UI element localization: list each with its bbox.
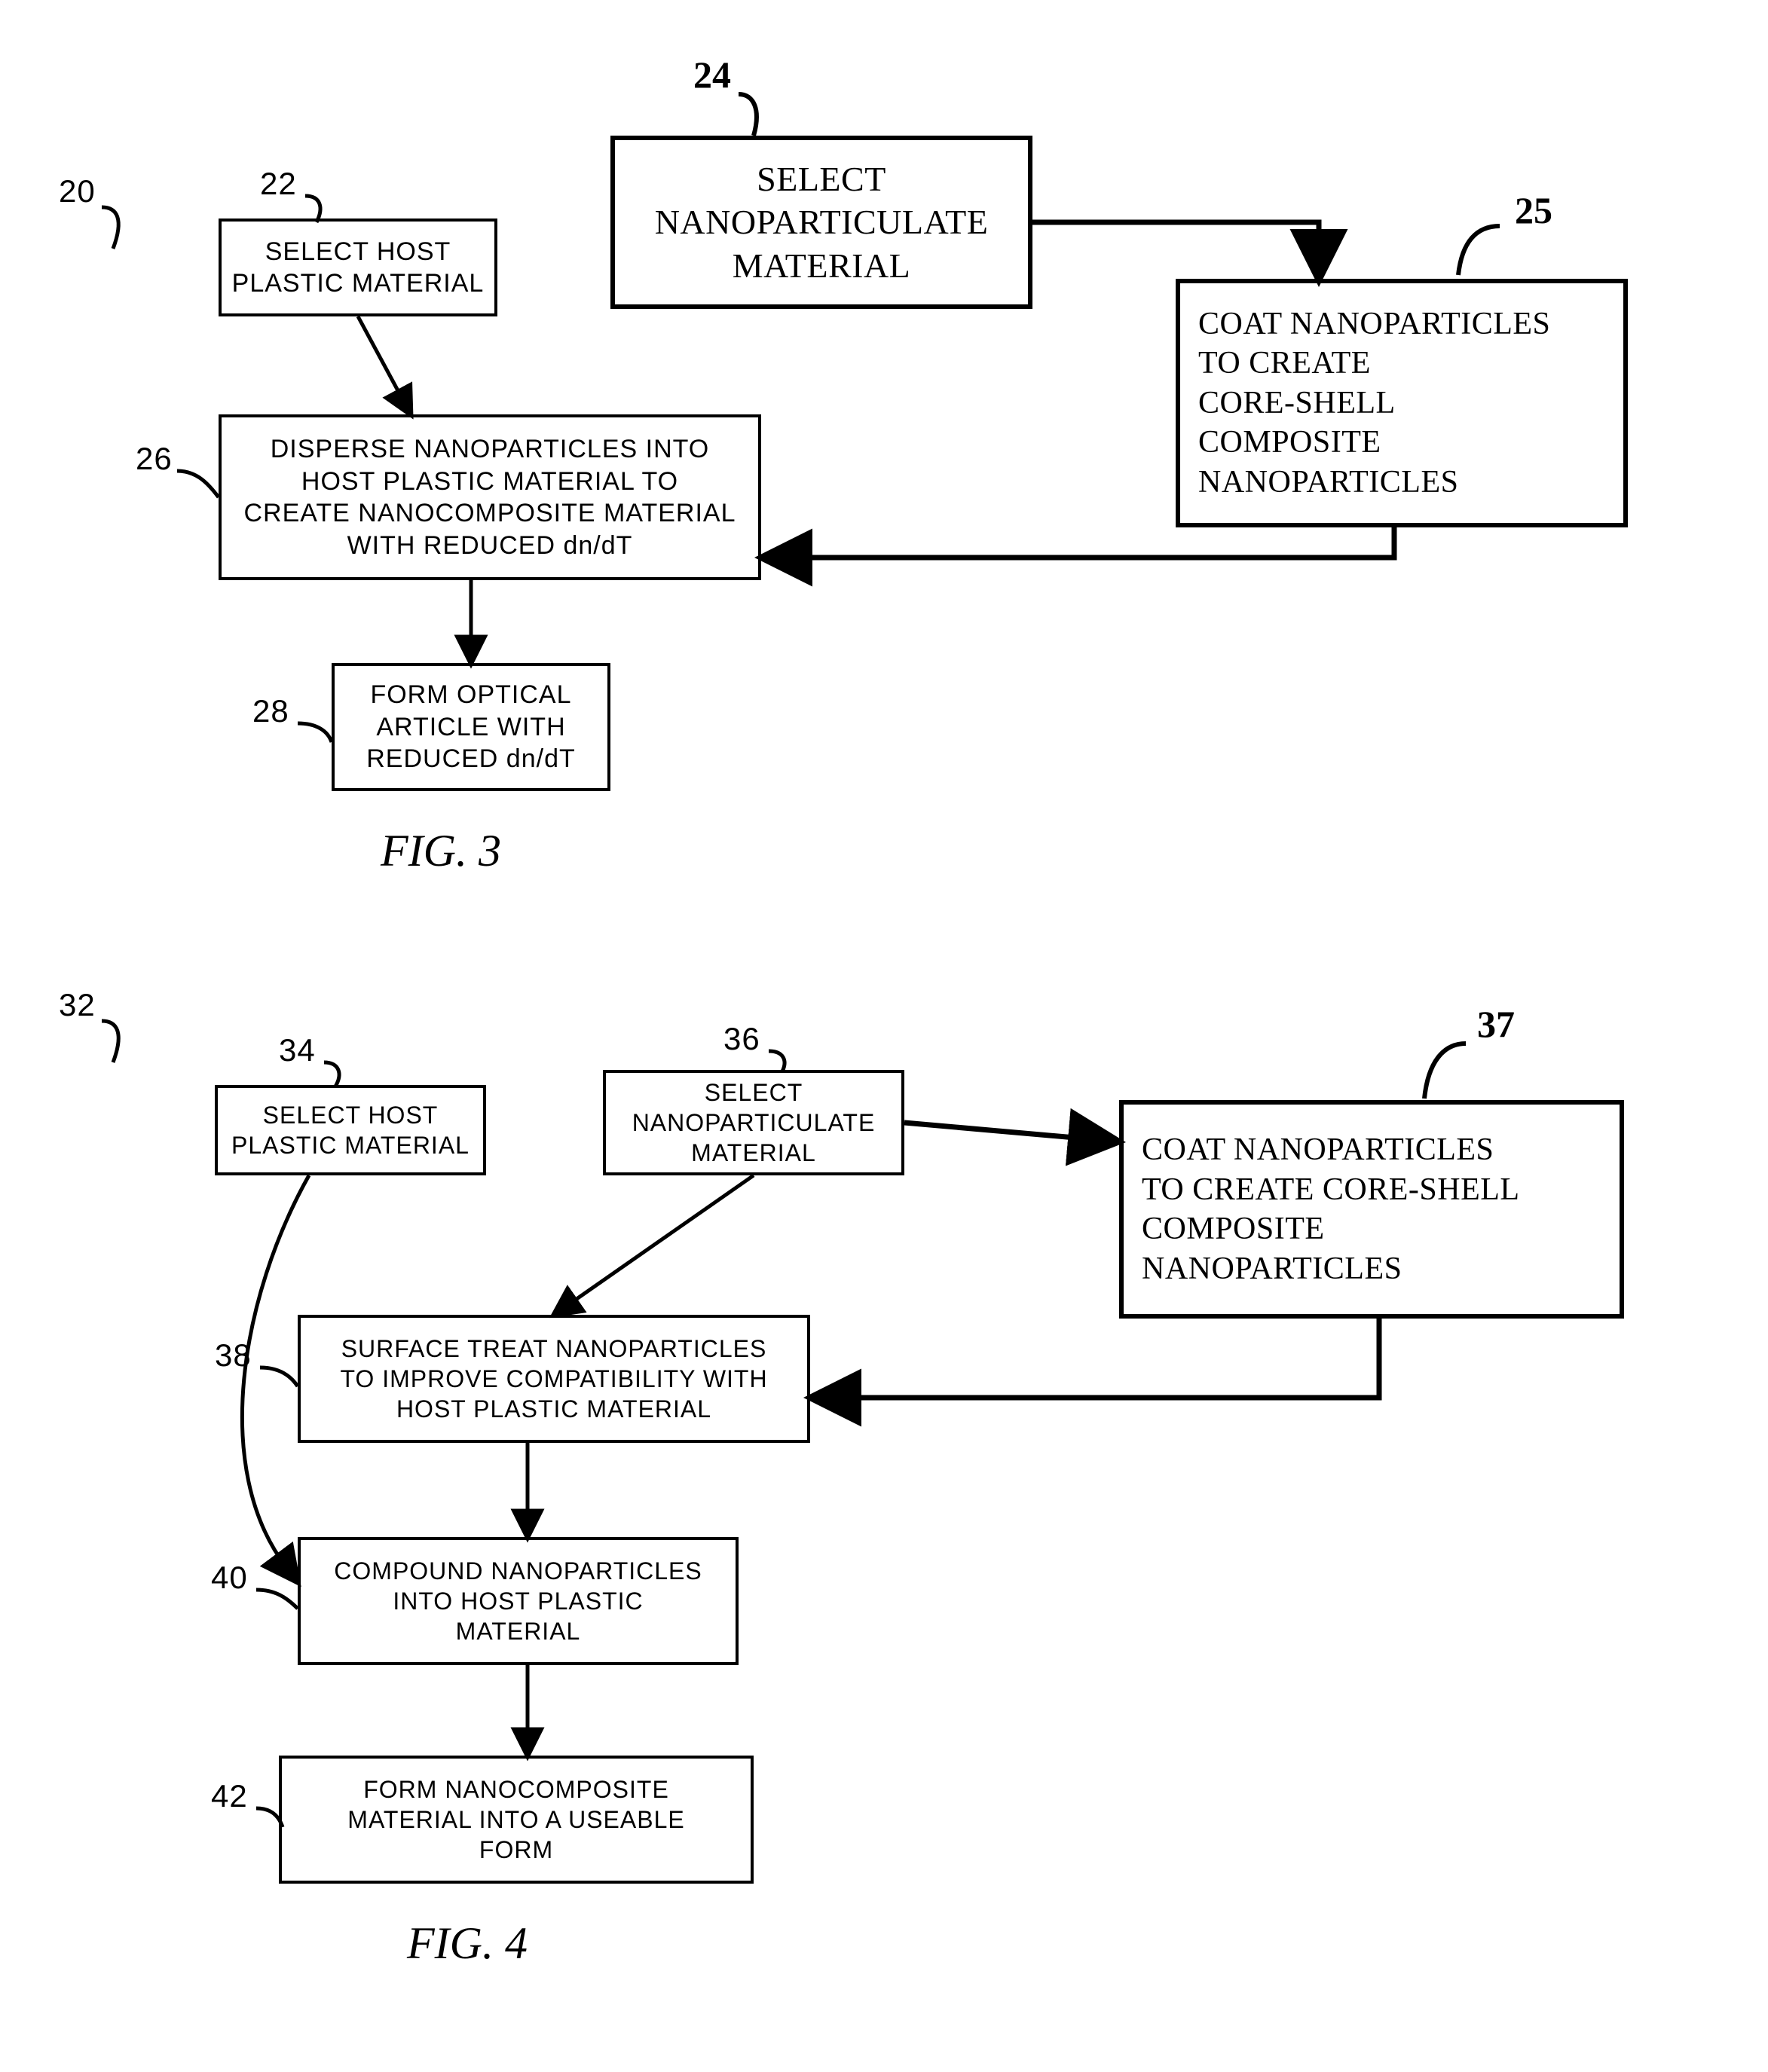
fig4-ref-38: 38 [215, 1337, 252, 1374]
fig4-ref-36: 36 [723, 1021, 760, 1057]
fig4-ref-40: 40 [211, 1560, 248, 1596]
fig3-box-25: COAT NANOPARTICLESTO CREATECORE-SHELLCOM… [1176, 279, 1628, 527]
fig3-ref-26: 26 [136, 441, 173, 477]
fig3-ref-24: 24 [693, 53, 731, 96]
fig4-ref-42: 42 [211, 1778, 248, 1814]
fig3-box-24: SELECTNANOPARTICULATEMATERIAL [610, 136, 1032, 309]
fig3-ref-22: 22 [260, 166, 297, 202]
fig4-box-40: COMPOUND NANOPARTICLESINTO HOST PLASTICM… [298, 1537, 739, 1665]
fig4-box-36: SELECTNANOPARTICULATEMATERIAL [603, 1070, 904, 1175]
fig3-ref-20: 20 [59, 173, 96, 209]
fig3-ref-28: 28 [252, 693, 289, 729]
fig3-box-28: FORM OPTICALARTICLE WITHREDUCED dn/dT [332, 663, 610, 791]
fig4-ref-37: 37 [1477, 1002, 1515, 1046]
fig4-box-34: SELECT HOSTPLASTIC MATERIAL [215, 1085, 486, 1175]
fig4-caption: FIG. 4 [407, 1918, 528, 1970]
fig4-box-42: FORM NANOCOMPOSITEMATERIAL INTO A USEABL… [279, 1756, 754, 1884]
fig3-ref-25: 25 [1515, 188, 1552, 232]
fig3-box-22: SELECT HOSTPLASTIC MATERIAL [219, 219, 497, 316]
fig3-caption: FIG. 3 [381, 825, 501, 877]
fig4-ref-34: 34 [279, 1032, 316, 1068]
fig4-box-37: COAT NANOPARTICLESTO CREATE CORE-SHELLCO… [1119, 1100, 1624, 1319]
fig3-box-26: DISPERSE NANOPARTICLES INTOHOST PLASTIC … [219, 414, 761, 580]
fig4-ref-32: 32 [59, 987, 96, 1023]
fig4-box-38: SURFACE TREAT NANOPARTICLESTO IMPROVE CO… [298, 1315, 810, 1443]
